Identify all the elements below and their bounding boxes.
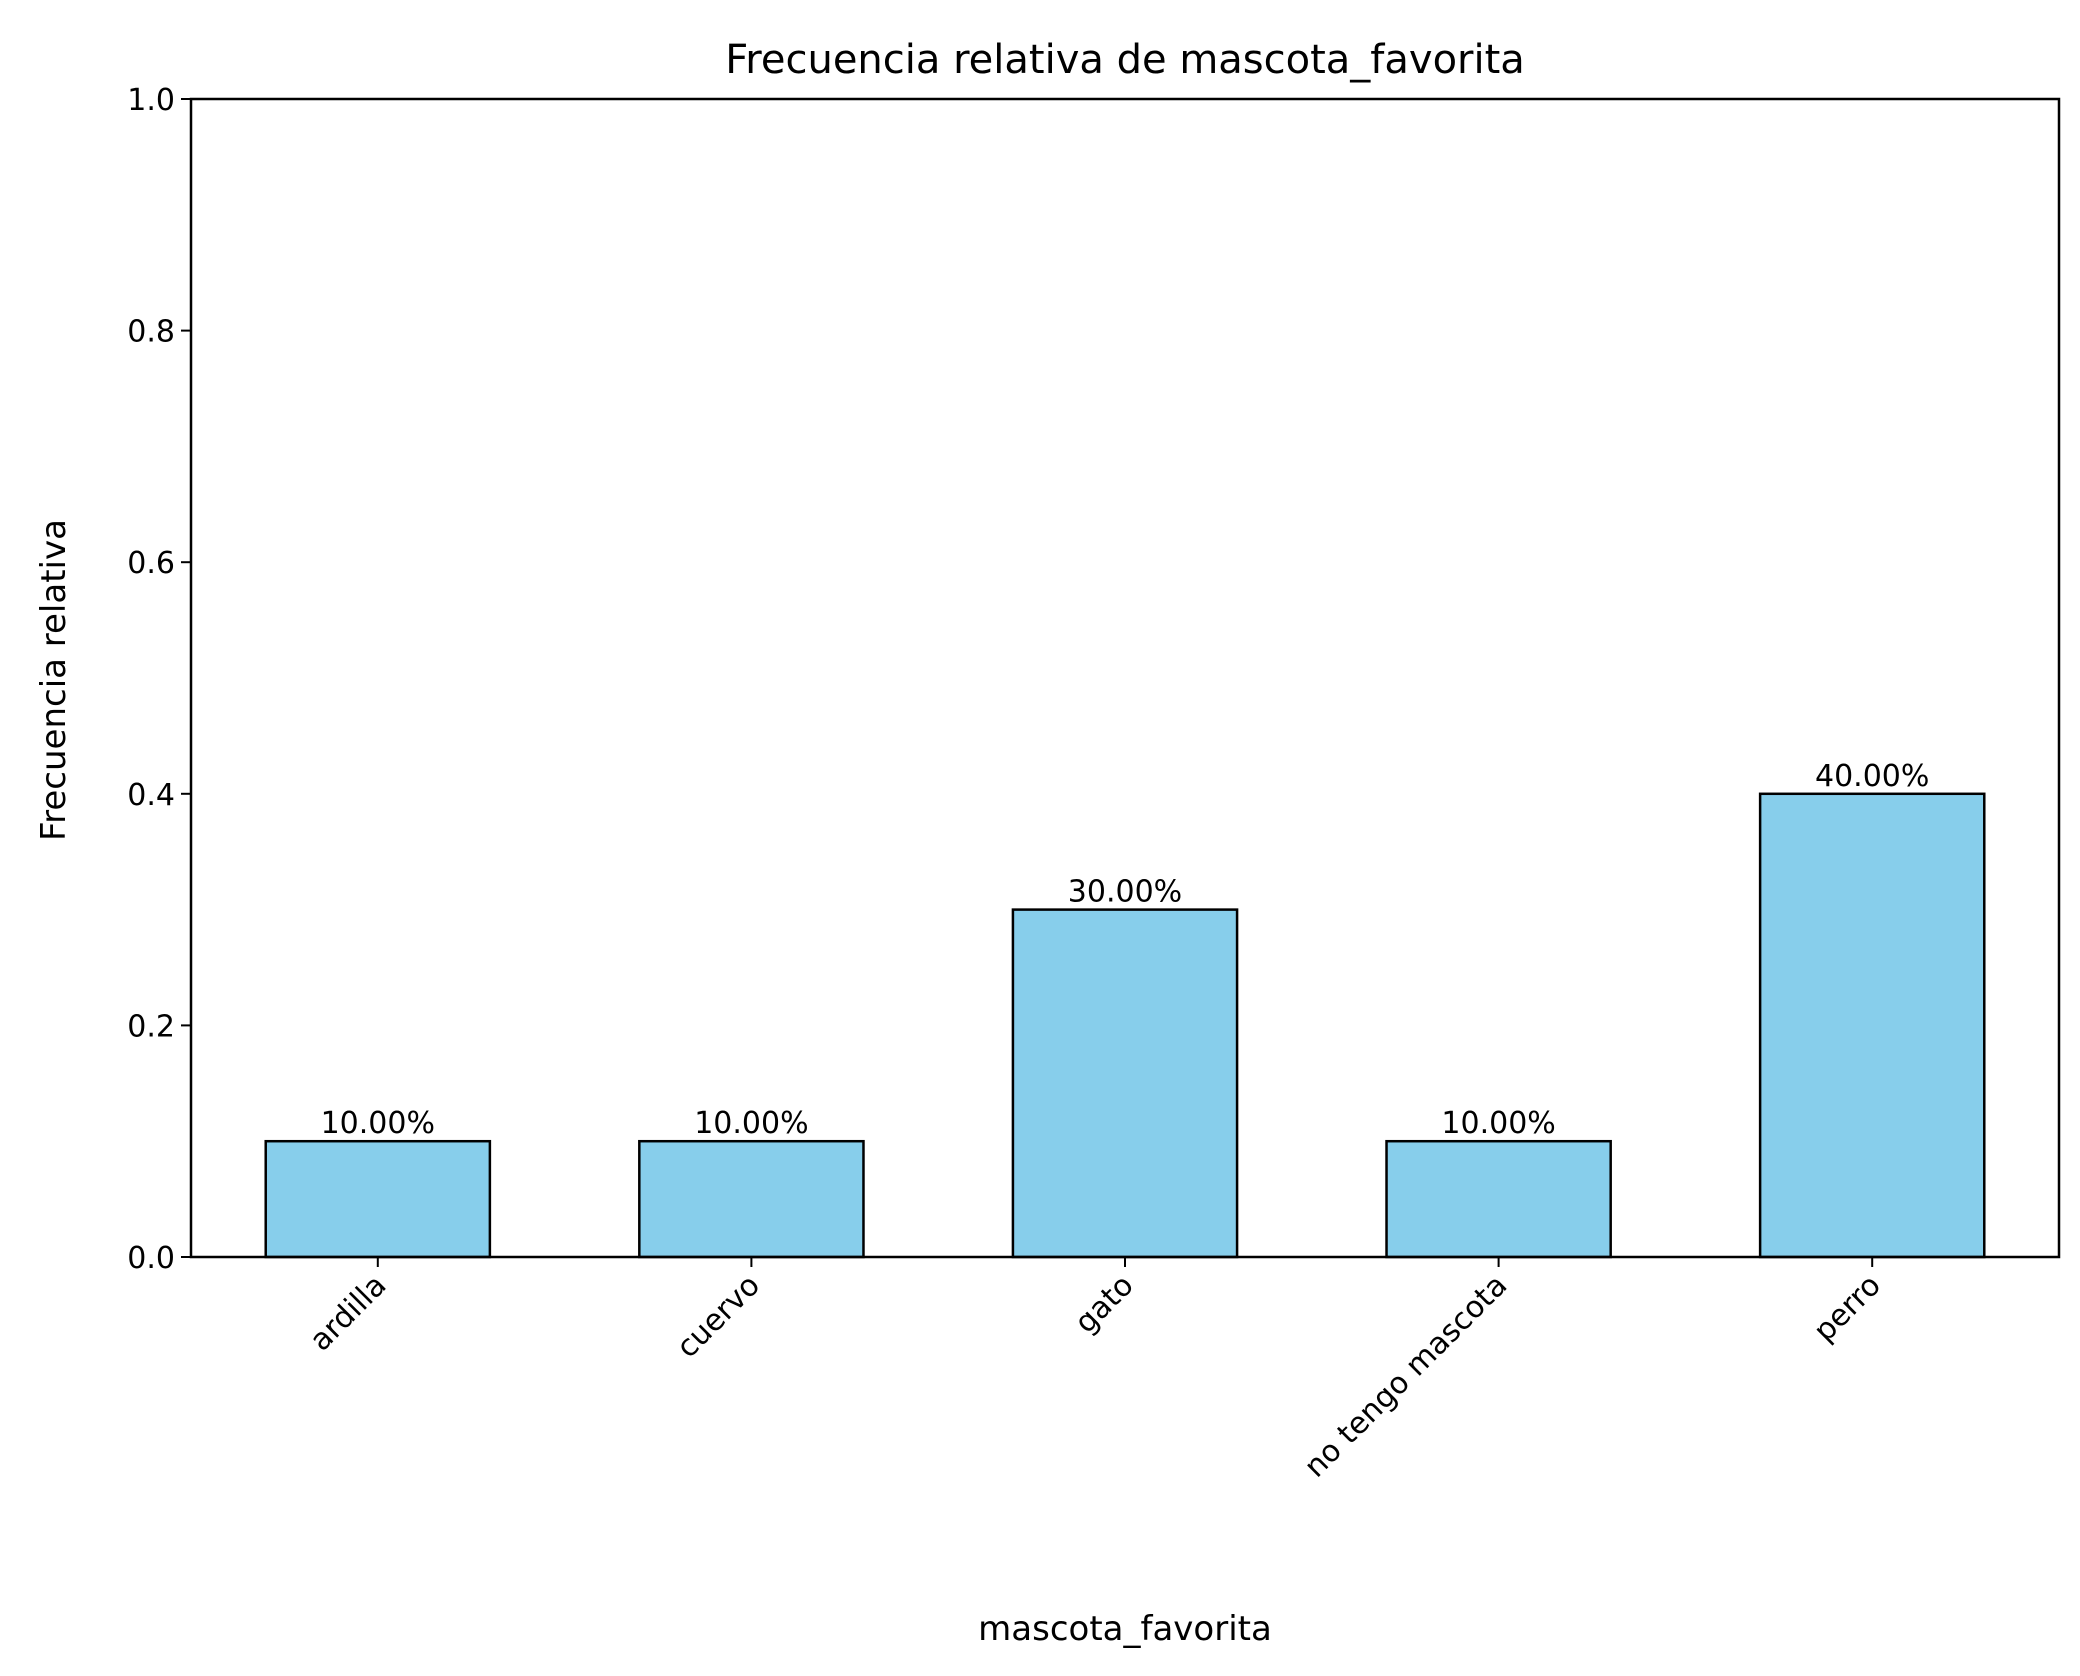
- y-tick-label: 0.8: [127, 315, 175, 350]
- bar-value-label: 30.00%: [1068, 875, 1182, 910]
- chart-title: Frecuencia relativa de mascota_favorita: [725, 37, 1525, 83]
- y-tick-label: 0.6: [127, 546, 175, 581]
- bar-value-label: 10.00%: [321, 1106, 435, 1141]
- y-tick-label: 1.0: [127, 83, 175, 118]
- y-axis-ticks: 0.0 0.2 0.4 0.6 0.8 1.0: [127, 83, 191, 1276]
- y-tick-label: 0.2: [127, 1009, 175, 1044]
- bar-value-label: 10.00%: [1441, 1106, 1555, 1141]
- bar-value-label: 40.00%: [1815, 759, 1929, 794]
- x-tick-label: perro: [1807, 1268, 1888, 1349]
- bars: 10.00% 10.00% 30.00% 10.00% 40.00%: [264, 759, 1986, 1259]
- plot-area-frame: [189, 97, 2061, 1259]
- y-tick-label: 0.0: [127, 1241, 175, 1276]
- x-tick-label: no tengo mascota: [1298, 1268, 1515, 1485]
- bar-perro: [1758, 792, 1986, 1259]
- bar-gato: [1011, 908, 1239, 1259]
- bar-no-tengo-mascota: [1385, 1139, 1612, 1259]
- x-tick-label: ardilla: [303, 1268, 393, 1358]
- x-tick-label: cuervo: [670, 1268, 767, 1365]
- y-tick-label: 0.4: [127, 778, 175, 813]
- x-axis-label: mascota_favorita: [978, 1609, 1272, 1649]
- x-tick-label: gato: [1068, 1268, 1141, 1341]
- y-axis-label: Frecuencia relativa: [34, 519, 74, 841]
- x-axis-ticks: ardilla cuervo gato no tengo mascota perro: [303, 1257, 1888, 1485]
- bar-cuervo: [638, 1139, 865, 1259]
- bar-ardilla: [264, 1139, 492, 1259]
- bar-value-label: 10.00%: [694, 1106, 808, 1141]
